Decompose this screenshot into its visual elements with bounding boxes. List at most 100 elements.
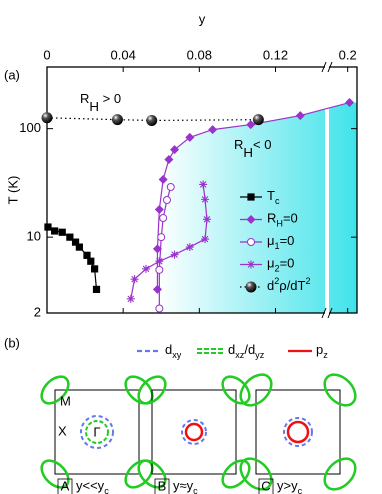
- marker-circle: [166, 182, 175, 191]
- subscript: c: [193, 486, 198, 494]
- marker-circle: [155, 304, 164, 313]
- text-part: y>y: [277, 478, 298, 493]
- plot-frame: [46, 66, 358, 314]
- marker-circle: [157, 233, 166, 242]
- brillouin-zone: [54, 389, 140, 475]
- electron-pocket: [40, 375, 70, 405]
- series-line: [130, 184, 208, 299]
- hole-pocket: [85, 420, 109, 444]
- axis-break: [325, 65, 329, 315]
- text-part: > 0: [99, 91, 121, 106]
- marker-asterisk: [201, 235, 210, 244]
- series-line: [46, 117, 259, 122]
- marker-square: [75, 243, 83, 251]
- subscript: 2: [275, 264, 280, 274]
- marker-diamond: [152, 244, 162, 254]
- label: dxy: [165, 342, 182, 360]
- subscript: H: [243, 145, 253, 160]
- marker-sphere: [245, 281, 257, 293]
- marker-asterisk: [126, 294, 135, 303]
- marker-asterisk: [170, 250, 179, 259]
- text-part: R: [80, 91, 89, 106]
- marker-diamond: [295, 111, 305, 121]
- y-axis-label: T (K): [5, 176, 20, 205]
- marker-diamond: [158, 174, 168, 184]
- superscript: 2: [274, 276, 279, 286]
- caption-box: [258, 478, 274, 494]
- text-part: d: [267, 278, 274, 293]
- electron-pocket: [40, 459, 70, 489]
- marker-asterisk: [202, 215, 211, 224]
- label: d2ρ/dT2: [267, 276, 311, 293]
- marker-asterisk: [130, 275, 139, 284]
- marker-sphere: [41, 112, 53, 124]
- text-part: =0: [280, 256, 295, 271]
- break-mark: [327, 61, 333, 73]
- subscript: z: [323, 350, 328, 360]
- x-tick-label: 0.12: [263, 47, 288, 62]
- label: y<<yc: [76, 478, 109, 494]
- x-tick-label: 0.04: [111, 47, 136, 62]
- marker-asterisk: [142, 264, 151, 273]
- marker-circle: [247, 238, 255, 246]
- label: μ2=0: [267, 256, 294, 274]
- break-mark: [321, 61, 327, 73]
- caption-box: [57, 478, 73, 494]
- subscript: H: [89, 99, 99, 114]
- panel-label: (b): [4, 335, 20, 350]
- k-point: X: [58, 423, 67, 438]
- marker-sphere: [146, 114, 158, 126]
- subscript: c: [104, 486, 109, 494]
- subscript: c: [275, 196, 280, 206]
- text-part: μ: [267, 256, 275, 271]
- k-point: Γ: [93, 424, 100, 439]
- marker-square: [91, 265, 99, 273]
- electron-pocket: [323, 457, 357, 491]
- negative-region: [157, 102, 357, 314]
- marker-diamond: [185, 132, 195, 142]
- label: dxz/dyz: [228, 342, 265, 360]
- subscript: 1: [275, 241, 280, 251]
- subscript: xz: [235, 350, 245, 360]
- subscript: c: [298, 486, 303, 494]
- label: pz: [316, 342, 328, 360]
- subscript: xy: [172, 350, 182, 360]
- marker-asterisk: [185, 243, 194, 252]
- text-part: R: [267, 211, 276, 226]
- label: RH > 0: [80, 91, 121, 114]
- text-part: d: [228, 342, 235, 357]
- text-part: =0: [283, 211, 298, 226]
- electron-pocket: [323, 373, 357, 407]
- marker-diamond: [170, 145, 180, 155]
- marker-sphere: [111, 114, 123, 126]
- marker-circle: [155, 265, 164, 274]
- text-part: ρ/dT: [279, 278, 305, 293]
- marker-diamond: [345, 98, 355, 108]
- text-part: /d: [244, 342, 255, 357]
- panel-label: (a): [4, 67, 20, 82]
- electron-pocket: [137, 375, 167, 405]
- marker-asterisk: [155, 257, 164, 266]
- pz-pocket: [286, 420, 310, 444]
- text-part: μ: [267, 233, 275, 248]
- marker-sphere: [252, 114, 264, 126]
- marker-diamond: [164, 154, 174, 164]
- marker-asterisk: [201, 195, 210, 204]
- x-axis-label: y: [199, 11, 206, 26]
- label: y>yc: [277, 478, 303, 494]
- marker-square: [87, 257, 95, 265]
- electron-pocket: [239, 373, 273, 407]
- marker-square: [51, 227, 59, 235]
- superscript: 2: [305, 276, 310, 286]
- marker-square: [71, 238, 80, 246]
- y-tick-label: 2: [34, 304, 41, 319]
- hole-pocket: [283, 417, 313, 447]
- break-mark: [327, 307, 333, 319]
- y-tick-label: 10: [27, 229, 41, 244]
- pz-pocket: [184, 422, 204, 442]
- marker-circle: [162, 196, 171, 205]
- marker-asterisk: [199, 180, 208, 189]
- marker-asterisk: [247, 260, 255, 269]
- text-part: < 0: [253, 137, 271, 152]
